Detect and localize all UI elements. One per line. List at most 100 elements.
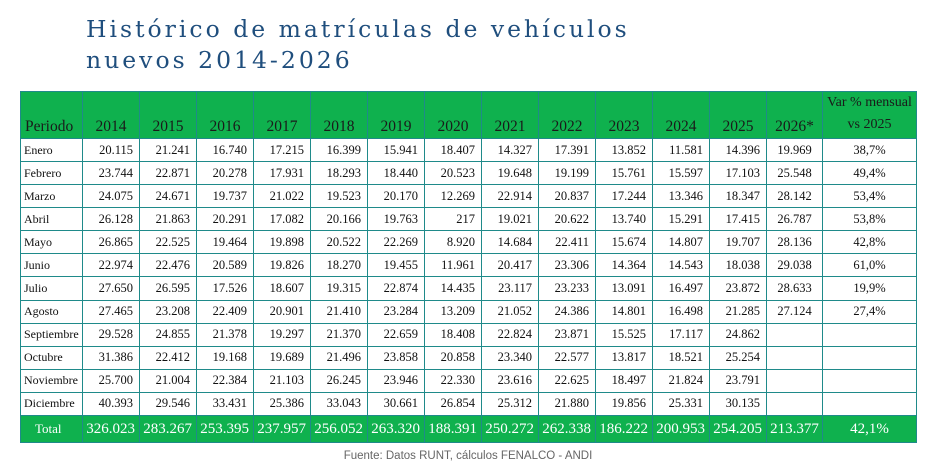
month-label: Octubre [20, 345, 83, 370]
table-cell: 22.409 [196, 299, 254, 324]
table-cell: 17.117 [652, 322, 710, 347]
table-cell: 22.625 [538, 368, 596, 393]
total-cell: 283.267 [139, 415, 197, 443]
table-cell: 16.498 [652, 299, 710, 324]
table-cell: 15.597 [652, 161, 710, 186]
table-cell: 25.700 [82, 368, 140, 393]
table-cell: 21.052 [481, 299, 539, 324]
table-cell: 19.021 [481, 207, 539, 232]
cell-2026: 26.787 [766, 207, 823, 232]
cell-var: 53,4% [822, 184, 917, 209]
table-cell: 22.269 [367, 230, 425, 255]
table-body: Enero 20.115 21.241 16.740 17.215 16.399 15.94… [20, 137, 917, 417]
table-cell: 26.595 [139, 276, 197, 301]
table-row: Julio 27.650 26.595 17.526 18.607 19.315 22.87… [20, 276, 917, 301]
table-header: Periodo 2014 2015 2016 2017 2018 2019 2020 2021 2… [20, 91, 917, 139]
table-cell: 24.386 [538, 299, 596, 324]
table-cell: 21.241 [139, 137, 197, 163]
table-cell: 19.737 [196, 184, 254, 209]
table-cell: 27.465 [82, 299, 140, 324]
table-cell: 14.684 [481, 230, 539, 255]
table-cell: 22.824 [481, 322, 539, 347]
header-year: 2016 [196, 91, 254, 139]
cell-var: 42,8% [822, 230, 917, 255]
header-periodo: Periodo [20, 91, 83, 139]
table-cell: 13.852 [595, 137, 653, 163]
table-cell: 22.974 [82, 253, 140, 278]
table-cell: 20.170 [367, 184, 425, 209]
table-cell: 13.346 [652, 184, 710, 209]
table-cell: 20.291 [196, 207, 254, 232]
table-cell: 23.872 [709, 276, 767, 301]
table-cell: 12.269 [424, 184, 482, 209]
table-cell: 19.898 [253, 230, 311, 255]
table-cell: 21.285 [709, 299, 767, 324]
table-cell: 24.075 [82, 184, 140, 209]
cell-var [822, 322, 917, 347]
month-label: Enero [20, 137, 83, 163]
total-2026: 213.377 [766, 415, 823, 443]
table-row: Mayo 26.865 22.525 19.464 19.898 20.522 22.269… [20, 230, 917, 255]
table-cell: 17.215 [253, 137, 311, 163]
table-cell: 23.117 [481, 276, 539, 301]
cell-var: 53,8% [822, 207, 917, 232]
table-cell: 27.650 [82, 276, 140, 301]
table-cell: 11.581 [652, 137, 710, 163]
total-cell: 186.222 [595, 415, 653, 443]
table-cell: 23.946 [367, 368, 425, 393]
table-cell: 14.396 [709, 137, 767, 163]
table-cell: 21.496 [310, 345, 368, 370]
header-year: 2021 [481, 91, 539, 139]
table-cell: 19.464 [196, 230, 254, 255]
table-cell: 13.817 [595, 345, 653, 370]
table-cell: 24.862 [709, 322, 767, 347]
table-cell: 30.661 [367, 391, 425, 417]
title-line-2: nuevos 2014-2026 [86, 46, 353, 74]
cell-var: 27,4% [822, 299, 917, 324]
table-cell: 8.920 [424, 230, 482, 255]
table-cell: 19.763 [367, 207, 425, 232]
header-row: Periodo 2014 2015 2016 2017 2018 2019 2020 2021 2… [20, 91, 917, 139]
table-cell: 22.659 [367, 322, 425, 347]
table-cell: 25.331 [652, 391, 710, 417]
table-cell: 23.284 [367, 299, 425, 324]
table-cell: 20.115 [82, 137, 140, 163]
header-year: 2017 [253, 91, 311, 139]
table-cell: 22.476 [139, 253, 197, 278]
table-cell: 20.523 [424, 161, 482, 186]
month-label: Junio [20, 253, 83, 278]
table-cell: 23.616 [481, 368, 539, 393]
header-year: 2022 [538, 91, 596, 139]
table-cell: 19.168 [196, 345, 254, 370]
table-cell: 24.855 [139, 322, 197, 347]
table-cell: 23.858 [367, 345, 425, 370]
table-cell: 25.254 [709, 345, 767, 370]
total-cell: 256.052 [310, 415, 368, 443]
table-row: Febrero 23.744 22.871 20.278 17.931 18.293 18.… [20, 161, 917, 186]
table-cell: 18.607 [253, 276, 311, 301]
table-row: Marzo 24.075 24.671 19.737 21.022 19.523 20.17… [20, 184, 917, 209]
cell-2026: 28.633 [766, 276, 823, 301]
cell-2026: 28.142 [766, 184, 823, 209]
total-var: 42,1% [822, 415, 917, 443]
total-cell: 262.338 [538, 415, 596, 443]
table-cell: 30.135 [709, 391, 767, 417]
table-cell: 33.043 [310, 391, 368, 417]
table-cell: 19.523 [310, 184, 368, 209]
table-cell: 14.435 [424, 276, 482, 301]
month-label: Agosto [20, 299, 83, 324]
header-year: 2014 [82, 91, 140, 139]
month-label: Febrero [20, 161, 83, 186]
table-cell: 24.671 [139, 184, 197, 209]
header-year: 2020 [424, 91, 482, 139]
table-row: Agosto 27.465 23.208 22.409 20.901 21.410 23.2… [20, 299, 917, 324]
month-label: Septiembre [20, 322, 83, 347]
cell-2026 [766, 391, 823, 417]
header-year: 2023 [595, 91, 653, 139]
table-cell: 20.166 [310, 207, 368, 232]
table-cell: 17.082 [253, 207, 311, 232]
total-cell: 250.272 [481, 415, 539, 443]
table-cell: 21.103 [253, 368, 311, 393]
table-cell: 19.315 [310, 276, 368, 301]
table-row: Enero 20.115 21.241 16.740 17.215 16.399 15.94… [20, 137, 917, 163]
